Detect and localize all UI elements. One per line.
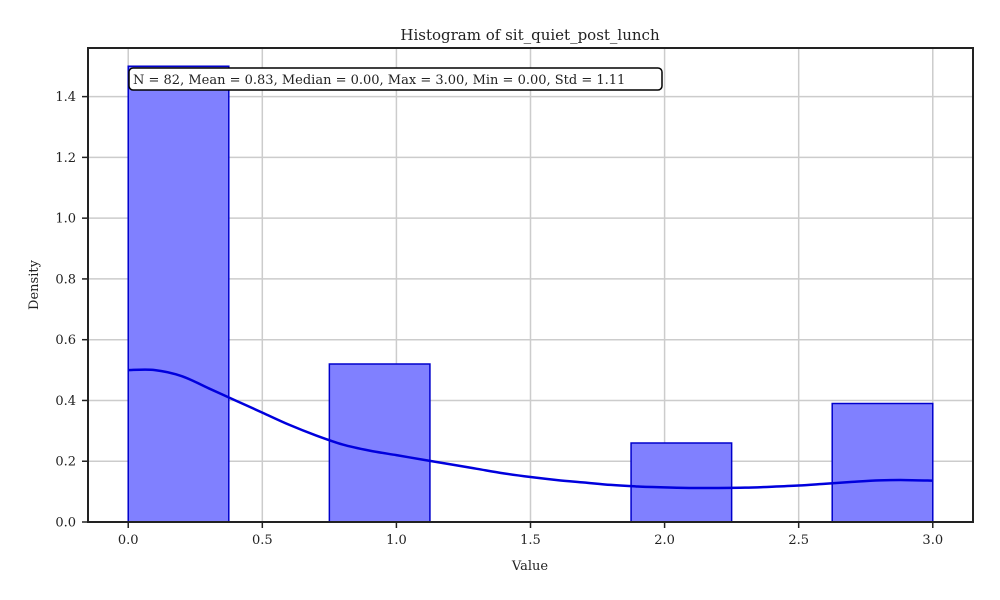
chart-title: Histogram of sit_quiet_post_lunch — [400, 26, 660, 44]
kde-curve-group — [128, 368, 933, 490]
histogram-bars — [127, 65, 934, 523]
stats-annotation: N = 82, Mean = 0.83, Median = 0.00, Max … — [128, 67, 663, 91]
y-tick-label-3: 0.6 — [55, 333, 76, 348]
y-tick-label-2: 0.4 — [55, 394, 76, 409]
y-axis-ticks: 0.0 0.2 0.4 0.6 0.8 1.0 1.2 1.4 — [55, 90, 88, 531]
histogram-bar-0 — [127, 65, 230, 523]
x-tick-label-0: 0.0 — [118, 533, 139, 548]
x-tick-label-6: 3.0 — [922, 533, 943, 548]
x-tick-label-1: 0.5 — [252, 533, 273, 548]
histogram-bar-1 — [328, 363, 431, 523]
x-axis-label: Value — [511, 559, 548, 574]
x-tick-label-5: 2.5 — [788, 533, 809, 548]
histogram-bar-3 — [831, 402, 934, 523]
y-axis-label: Density — [27, 259, 42, 310]
y-tick-label-0: 0.0 — [55, 516, 76, 531]
y-tick-label-4: 0.8 — [55, 272, 76, 287]
y-tick-label-5: 1.0 — [55, 212, 76, 227]
x-tick-label-2: 1.0 — [386, 533, 407, 548]
y-tick-label-7: 1.4 — [55, 90, 76, 105]
stats-box — [128, 67, 663, 91]
kde-line — [128, 368, 933, 490]
stats-text: N = 82, Mean = 0.83, Median = 0.00, Max … — [133, 73, 625, 88]
grid-lines — [88, 48, 973, 523]
x-axis-ticks: 0.0 0.5 1.0 1.5 2.0 2.5 3.0 — [118, 522, 943, 548]
x-tick-label-3: 1.5 — [520, 533, 541, 548]
y-tick-label-6: 1.2 — [55, 151, 76, 166]
x-tick-label-4: 2.0 — [654, 533, 675, 548]
y-tick-label-1: 0.2 — [55, 455, 76, 470]
histogram-bar-2 — [630, 442, 733, 523]
